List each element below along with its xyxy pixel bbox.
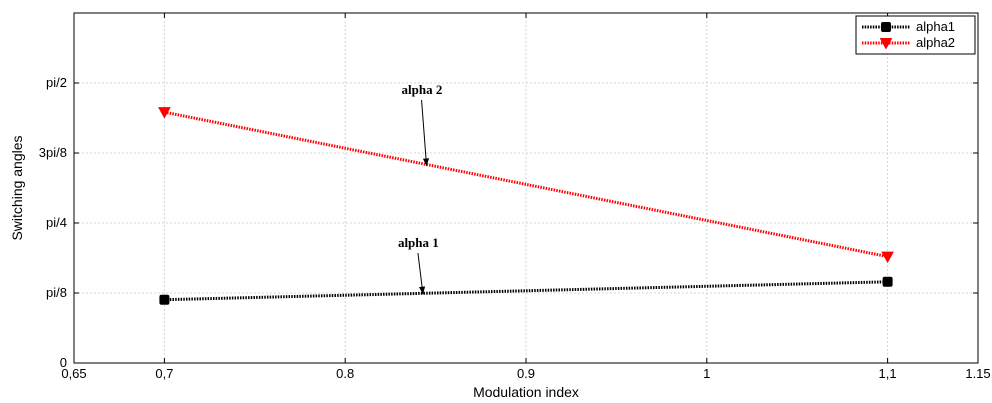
annotation-arrow-head <box>422 158 430 166</box>
legend-label-alpha1: alpha1 <box>916 19 955 34</box>
plot-frame <box>73 12 979 364</box>
alpha2-point <box>158 107 171 119</box>
x-axis-title: Modulation index <box>473 384 579 400</box>
axes: 0,65 0,7 0.8 0.9 1 1,1 1.15 0 pi/8 pi/4 3pi/8 pi/2 <box>39 13 991 381</box>
annotation-alpha-1: alpha 1 <box>398 235 439 250</box>
x-tick-label: 1,1 <box>879 366 897 381</box>
y-tick-label: 0 <box>60 355 67 370</box>
legend-marker-alpha2 <box>879 38 893 50</box>
annotation-alpha-2: alpha 2 <box>402 82 443 97</box>
y-tick-label: pi/2 <box>46 75 67 90</box>
alpha1-point <box>159 294 170 305</box>
annotation-arrow <box>421 99 428 166</box>
y-tick-label: 3pi/8 <box>39 145 67 160</box>
legend-box <box>855 15 976 55</box>
plot-area <box>74 13 978 363</box>
x-tick-label: 0.8 <box>336 366 354 381</box>
x-tick-label: 0,7 <box>155 366 173 381</box>
legend-label-alpha2: alpha2 <box>916 35 955 50</box>
alpha2-point <box>881 251 894 264</box>
x-tick-label: 1 <box>703 366 710 381</box>
x-tick-label: 0,65 <box>61 366 86 381</box>
y-axis-title: Switching angles <box>9 135 25 240</box>
annotations: alpha 2 alpha 1 <box>398 82 443 295</box>
alpha1-line <box>164 280 888 302</box>
alpha1-point <box>882 276 893 287</box>
series-lines <box>158 107 894 305</box>
y-tick-label: pi/4 <box>46 215 67 230</box>
legend-marker-alpha1 <box>881 22 891 32</box>
alpha2-line <box>164 110 888 259</box>
x-tick-label: 0.9 <box>517 366 535 381</box>
y-tick-label: pi/8 <box>46 285 67 300</box>
annotation-arrow-head <box>418 286 426 295</box>
x-tick-label: 1.15 <box>965 366 990 381</box>
